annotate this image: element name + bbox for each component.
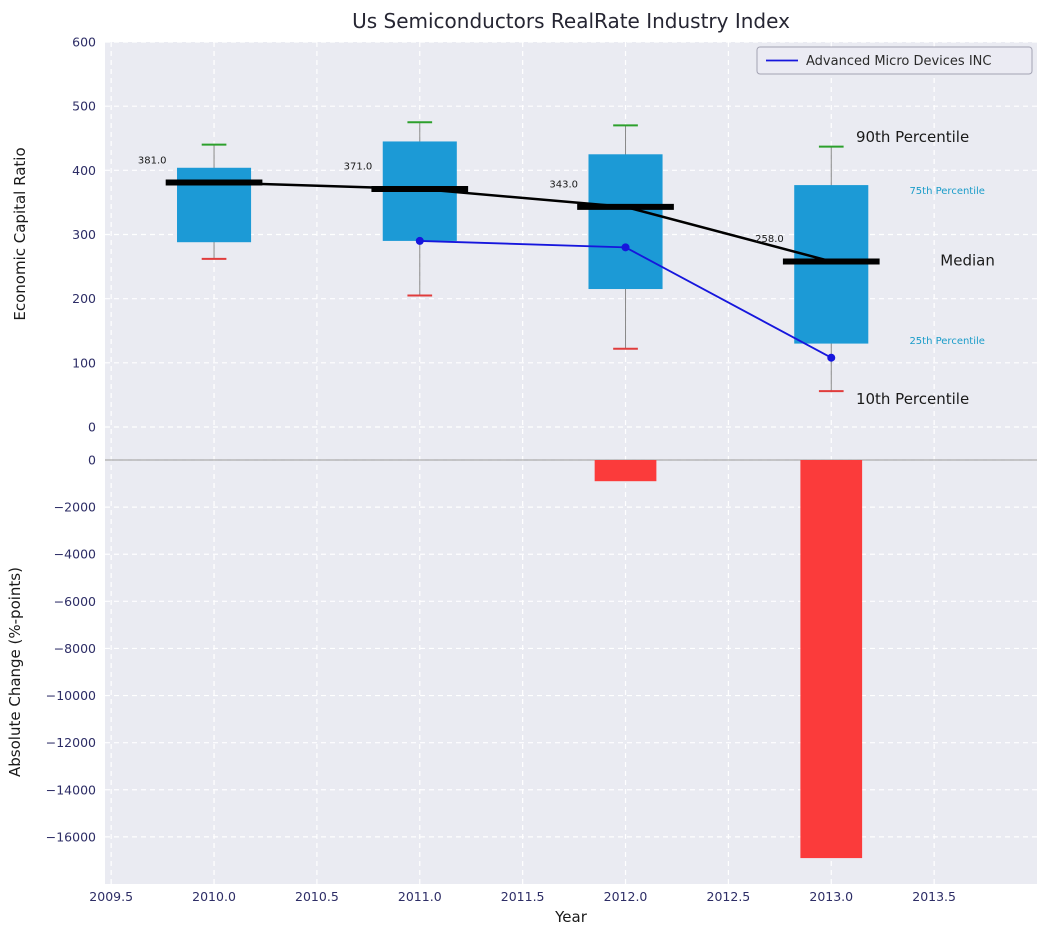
annotation-25th-percentile: 25th Percentile (909, 336, 985, 347)
legend-box (756, 46, 1033, 75)
top-y-tick-label: 400 (72, 163, 96, 178)
legend: Advanced Micro Devices INC (756, 46, 1033, 75)
chart-title: Us Semiconductors RealRate Industry Inde… (352, 9, 790, 33)
data-layer (165, 121, 880, 859)
bottom-y-tick-label: −8000 (54, 641, 96, 656)
annotation-75th-percentile: 75th Percentile (909, 186, 985, 197)
top-y-tick-label: 200 (72, 291, 96, 306)
bottom-y-tick-label: −16000 (46, 829, 96, 844)
company-point-2011 (415, 236, 424, 245)
top-y-tick-label: 0 (88, 420, 96, 435)
x-tick-label: 2010.0 (192, 889, 236, 904)
median-value-label-2013: 258.0 (755, 234, 784, 245)
top-y-tick-label: 600 (72, 35, 96, 50)
annotation-10th-percentile: 10th Percentile (856, 390, 969, 408)
annotation-median: Median (940, 251, 995, 269)
grid-layer (105, 41, 1037, 884)
top-y-tick-label: 300 (72, 227, 96, 242)
bottom-y-tick-label: −2000 (54, 500, 96, 515)
top-y-tick-label: 100 (72, 355, 96, 370)
x-tick-label: 2009.5 (89, 889, 133, 904)
legend-label: Advanced Micro Devices INC (806, 54, 991, 69)
change-bar-2013 (800, 460, 863, 859)
bottom-y-tick-label: −10000 (46, 688, 96, 703)
median-value-label-2012: 343.0 (549, 180, 578, 191)
bottom-y-axis-label: Absolute Change (%-points) (6, 567, 24, 777)
bottom-y-tick-label: −14000 (46, 782, 96, 797)
x-tick-label: 2013.0 (809, 889, 853, 904)
x-tick-label: 2012.5 (707, 889, 751, 904)
x-tick-label: 2012.0 (604, 889, 648, 904)
x-tick-label: 2013.5 (912, 889, 956, 904)
x-tick-label: 2011.0 (398, 889, 442, 904)
iqr-box-2012 (588, 154, 663, 290)
median-trend-line (214, 181, 832, 263)
bottom-y-tick-label: −12000 (46, 735, 96, 750)
top-y-tick-label: 500 (72, 99, 96, 114)
x-axis-label: Year (554, 908, 588, 926)
change-bar-2012 (594, 460, 657, 482)
bottom-y-tick-label: −6000 (54, 594, 96, 609)
bottom-y-tick-label: −4000 (54, 547, 96, 562)
x-tick-label: 2010.5 (295, 889, 339, 904)
x-tick-label: 2011.5 (501, 889, 545, 904)
median-value-label-2011: 371.0 (344, 162, 373, 173)
annotation-90th-percentile: 90th Percentile (856, 128, 969, 146)
top-y-axis-label: Economic Capital Ratio (11, 147, 29, 320)
median-value-label-2010: 381.0 (138, 155, 167, 166)
company-point-2013 (827, 353, 836, 362)
tick-label-layer: 2009.5 2010.0 2010.5 2011.0 2011.5 2012.0 2012… (46, 35, 995, 905)
iqr-box-2010 (177, 167, 252, 243)
company-point-2012 (621, 243, 630, 252)
bottom-y-tick-label: 0 (88, 453, 96, 468)
